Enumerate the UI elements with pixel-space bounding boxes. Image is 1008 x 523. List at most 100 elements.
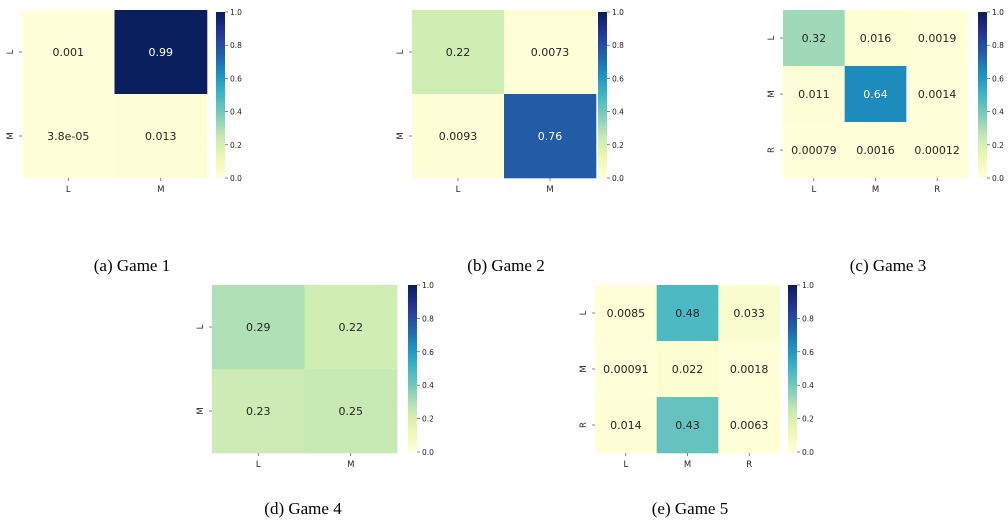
colorbar — [408, 285, 417, 452]
cell-value-label: 0.23 — [246, 405, 271, 418]
cell-value-label: 0.48 — [675, 307, 700, 320]
heatmap-cell — [595, 397, 657, 454]
cell-value-label: 0.0085 — [607, 307, 646, 320]
colorbar-tick-label: 0.6 — [802, 348, 814, 357]
colorbar-tick-label: 0.0 — [230, 174, 242, 183]
cell-value-label: 0.016 — [860, 32, 892, 45]
colorbar-tick-label: 1.0 — [612, 8, 624, 17]
heatmap-cell — [906, 10, 969, 67]
cell-value-label: 0.76 — [538, 130, 563, 143]
colorbar-tick-label: 0.0 — [422, 448, 434, 457]
colorbar-tick-label: 1.0 — [422, 281, 434, 290]
cell-value-label: 0.0018 — [730, 363, 769, 376]
cell-value-label: 0.43 — [675, 419, 700, 432]
heatmap-cell — [412, 10, 505, 95]
cell-value-label: 0.011 — [798, 88, 830, 101]
colorbar-tick-label: 0.8 — [422, 314, 434, 323]
heatmap-cell — [114, 10, 208, 95]
colorbar-tick-label: 0.0 — [992, 174, 1004, 183]
cell-value-label: 0.013 — [145, 130, 177, 143]
colorbar-tick-label: 0.4 — [802, 381, 814, 390]
col-tick-label: R — [746, 460, 752, 470]
colorbar-tick-label: 0.4 — [230, 108, 242, 117]
heatmap-cell — [783, 66, 845, 123]
row-tick-label: R — [767, 147, 777, 153]
cell-value-label: 0.00012 — [914, 144, 960, 157]
row-tick-label: R — [579, 422, 589, 428]
heatmap-cell — [656, 341, 719, 398]
cell-value-label: 0.0063 — [730, 419, 769, 432]
row-tick-label: L — [579, 310, 589, 315]
colorbar-tick-label: 0.2 — [612, 141, 624, 150]
col-tick-label: L — [66, 185, 71, 195]
heatmap-panel-game-5: 0.0085 0.48 0.033 0.00091 0.022 0.0018 0.014 0.… — [579, 281, 814, 518]
heatmap-panel-game-2: 0.22 0.0073 0.0093 0.76 L M L M 0.0 0.2 0.4 0.6 0.8 1… — [396, 8, 624, 275]
row-tick-label: L — [767, 35, 777, 40]
col-tick-label: L — [811, 185, 816, 195]
cell-value-label: 0.22 — [446, 46, 471, 59]
colorbar-tick-label: 0.2 — [230, 141, 242, 150]
col-tick-label: L — [456, 185, 461, 195]
colorbar-tick-label: 0.4 — [612, 108, 624, 117]
heatmap-cell — [906, 66, 969, 123]
row-tick-label: L — [6, 49, 16, 54]
colorbar-tick-label: 0.2 — [802, 415, 814, 424]
cell-value-label: 0.00091 — [603, 363, 649, 376]
col-tick-label: R — [934, 185, 940, 195]
cell-value-label: 0.0014 — [918, 88, 957, 101]
col-tick-label: L — [623, 460, 628, 470]
heatmap-cell — [844, 122, 907, 179]
row-tick-label: L — [196, 324, 206, 329]
colorbar-tick-label: 0.4 — [422, 381, 434, 390]
cell-value-label: 0.25 — [339, 405, 364, 418]
cell-value-label: 0.001 — [53, 46, 85, 59]
heatmap-cell — [304, 369, 398, 454]
colorbar-tick-label: 0.2 — [992, 141, 1004, 150]
colorbar-tick-label: 0.4 — [992, 108, 1004, 117]
colorbar-tick-label: 0.8 — [802, 314, 814, 323]
colorbar — [598, 12, 607, 178]
cell-value-label: 0.0093 — [439, 130, 478, 143]
heatmap-panel-game-1: 0.001 0.99 3.8e-05 0.013 L M L M 0.0 0.2 0.4 0.6 0.8… — [6, 8, 242, 275]
heatmap-cell — [212, 369, 305, 454]
col-tick-label: M — [347, 460, 354, 470]
cell-value-label: 0.0019 — [918, 32, 957, 45]
col-tick-label: L — [256, 460, 261, 470]
colorbar-tick-label: 1.0 — [230, 8, 242, 17]
colorbar — [788, 285, 797, 452]
heatmap-cell — [844, 10, 907, 67]
heatmap-cell — [906, 122, 969, 179]
row-tick-label: M — [396, 132, 406, 139]
heatmap-cell — [783, 122, 845, 179]
cell-value-label: 3.8e-05 — [47, 130, 89, 143]
heatmap-cell — [114, 94, 208, 179]
heatmap-cell — [783, 10, 845, 67]
heatmap-cell — [595, 285, 657, 342]
cell-value-label: 0.99 — [149, 46, 174, 59]
col-tick-label: M — [546, 185, 553, 195]
colorbar-tick-label: 0.8 — [992, 41, 1004, 50]
row-tick-label: L — [396, 49, 406, 54]
heatmap-cell — [22, 94, 115, 179]
heatmap-cell — [304, 285, 398, 370]
row-tick-label: M — [579, 365, 589, 372]
cell-value-label: 0.022 — [672, 363, 704, 376]
cell-value-label: 0.033 — [733, 307, 765, 320]
heatmap-cell — [22, 10, 115, 95]
heatmap-cell — [844, 66, 907, 123]
heatmap-cell — [656, 397, 719, 454]
heatmap-cell — [212, 285, 305, 370]
colorbar-tick-label: 0.8 — [612, 41, 624, 50]
colorbar — [978, 12, 987, 178]
heatmap-panel-game-3: 0.32 0.016 0.0019 0.011 0.64 0.0014 0.00079 0.0… — [767, 8, 1004, 275]
col-tick-label: M — [157, 185, 164, 195]
colorbar-tick-label: 0.0 — [802, 448, 814, 457]
cell-value-label: 0.0016 — [856, 144, 895, 157]
cell-value-label: 0.64 — [863, 88, 888, 101]
panel-caption: (a) Game 1 — [94, 256, 170, 275]
row-tick-label: M — [6, 132, 16, 139]
heatmap-cell — [595, 341, 657, 398]
cell-value-label: 0.29 — [246, 321, 271, 334]
panel-caption: (c) Game 3 — [850, 256, 926, 275]
heatmap-cell — [412, 94, 505, 179]
